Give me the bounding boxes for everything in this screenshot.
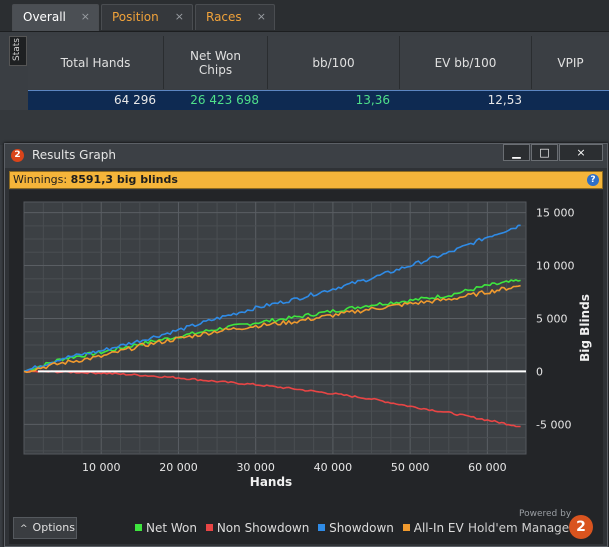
tab-overall-label: Overall: [23, 10, 66, 24]
options-label: Options: [32, 521, 75, 534]
legend-swatch-showdown: [318, 524, 326, 531]
stats-grid-header: Total Hands Net Won Chips bb/100 EV bb/1…: [28, 36, 609, 89]
chevron-up-icon: ^: [20, 524, 28, 534]
results-chart: 10 000 20 000 30 000 40 000 50 000 60 000 15 …: [23, 201, 592, 489]
stats-side-label: Stats: [12, 38, 22, 61]
graph-area: 10 000 20 000 30 000 40 000 50 000 60 000 15 …: [9, 190, 603, 544]
x-tick-label: 60 000: [468, 461, 507, 474]
table-row[interactable]: 64 296 26 423 698 13,36 12,53: [28, 90, 609, 111]
options-button[interactable]: ^ Options: [13, 517, 77, 539]
stats-side-tab[interactable]: Stats: [9, 36, 27, 66]
x-tick-label: 10 000: [82, 461, 121, 474]
series-line-all-in-ev: [23, 284, 521, 373]
cell-net-won: 26 423 698: [190, 93, 259, 107]
legend-item-net-won[interactable]: Net Won: [135, 521, 197, 535]
winnings-bar: Winnings: 8591,3 big blinds ?: [9, 171, 603, 189]
legend-swatch-net-won: [135, 524, 142, 531]
col-net-won[interactable]: Net Won Chips: [164, 36, 268, 89]
cell-total-hands: 64 296: [114, 93, 156, 107]
col-bb100[interactable]: bb/100: [268, 36, 400, 89]
grid-empty-area: [0, 110, 609, 145]
winnings-value: 8591,3 big blinds: [70, 173, 178, 186]
x-tick-label: 50 000: [391, 461, 430, 474]
y-tick-label: -5 000: [536, 418, 571, 431]
col-vpip[interactable]: VPIP: [557, 55, 584, 70]
maximize-button[interactable]: □: [531, 144, 558, 161]
x-tick-labels: 10 000 20 000 30 000 40 000 50 000 60 000: [82, 461, 507, 474]
cell-bb100: 13,36: [355, 93, 390, 107]
tab-overall[interactable]: Overall ×: [12, 4, 99, 31]
y-tick-label: 15 000: [536, 207, 575, 220]
grid-lines: [24, 202, 526, 454]
minimize-button[interactable]: ▁: [503, 144, 530, 161]
legend-swatch-all-in-ev: [402, 524, 410, 531]
y-tick-label: 5 000: [536, 312, 568, 325]
legend-item-non-showdown[interactable]: Non Showdown: [205, 521, 309, 535]
x-tick-label: 40 000: [314, 461, 353, 474]
winnings-label: Winnings:: [13, 173, 68, 186]
series-line-showdown: [23, 224, 521, 373]
y-tick-label: 0: [536, 365, 543, 378]
close-button[interactable]: ×: [559, 144, 603, 161]
tab-races-close-icon[interactable]: ×: [256, 10, 266, 23]
results-graph-window: 2 Results Graph ▁ □ × Winnings: 8591,3 b…: [4, 143, 608, 547]
x-axis-label: Hands: [250, 475, 292, 489]
window-title: Results Graph: [32, 148, 116, 162]
tab-bar: Overall × Position × Races ×: [0, 0, 609, 32]
hm2-app-icon: 2: [11, 149, 24, 162]
chart-legend: Net Won Non Showdown Showdown All-In EV: [135, 521, 469, 535]
col-ev-bb100[interactable]: EV bb/100: [400, 36, 532, 89]
hm2-logo-icon: 2: [569, 515, 593, 539]
legend-swatch-non-showdown: [205, 524, 213, 531]
brand-name: Hold'em Manager: [468, 521, 575, 535]
col-total-hands[interactable]: Total Hands: [28, 36, 164, 89]
tab-position[interactable]: Position ×: [101, 4, 193, 30]
tab-overall-close-icon[interactable]: ×: [80, 10, 90, 23]
legend-item-all-in-ev[interactable]: All-In EV: [402, 521, 464, 535]
help-icon[interactable]: ?: [587, 174, 599, 186]
powered-by-label: Powered by: [519, 509, 572, 519]
series-lines: [23, 224, 521, 428]
tab-races-label: Races: [206, 10, 242, 24]
y-tick-label: 10 000: [536, 260, 575, 273]
cell-ev-bb100: 12,53: [487, 93, 522, 107]
tab-position-close-icon[interactable]: ×: [174, 10, 184, 23]
series-line-non-showdown: [23, 369, 521, 428]
y-tick-labels: 15 000 10 000 5 000 0 -5 000: [536, 207, 575, 432]
x-tick-label: 20 000: [159, 461, 198, 474]
tab-position-label: Position: [112, 10, 159, 24]
legend-item-showdown[interactable]: Showdown: [318, 521, 394, 535]
y-axis-label: Big Blinds: [578, 294, 592, 362]
tab-races[interactable]: Races ×: [195, 4, 275, 30]
graph-footer: ^ Options Net Won Non Showdown Showdown A…: [9, 509, 603, 544]
x-tick-label: 30 000: [236, 461, 275, 474]
window-titlebar[interactable]: 2 Results Graph ▁ □ ×: [5, 144, 607, 168]
